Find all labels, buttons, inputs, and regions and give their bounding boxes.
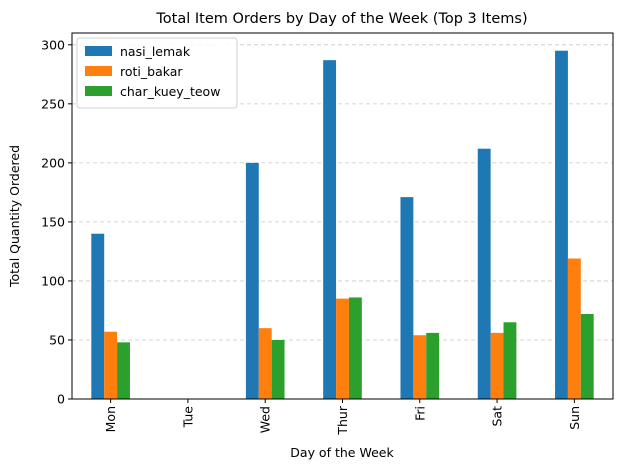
y-axis: 0 50 100 150 200 250 300 <box>41 37 72 407</box>
x-tick-label: Fri <box>412 406 427 421</box>
bar-char_kuey_teow-mon <box>117 342 130 399</box>
bar-roti_bakar-thur <box>336 298 349 399</box>
legend-swatch-nasi_lemak <box>85 46 112 56</box>
bar-roti_bakar-sun <box>567 258 581 399</box>
y-tick-label: 0 <box>57 392 65 407</box>
bar-char_kuey_teow-wed <box>271 339 285 399</box>
x-tick-label: Thur <box>335 405 350 435</box>
x-tick-label: Tue <box>180 406 195 429</box>
bar-roti_bakar-fri <box>413 335 427 399</box>
y-tick-label: 200 <box>41 155 65 170</box>
y-tick-label: 300 <box>41 37 65 52</box>
bar-nasi_lemak-thur <box>323 60 337 399</box>
legend-label: nasi_lemak <box>120 44 191 59</box>
x-tick-label: Mon <box>103 406 118 432</box>
gridlines <box>72 44 613 341</box>
legend-label: char_kuey_teow <box>120 84 220 99</box>
y-tick-label: 150 <box>41 214 65 229</box>
bar-nasi_lemak-mon <box>91 233 105 399</box>
y-axis-label: Total Quantity Ordered <box>7 145 22 288</box>
bar-char_kuey_teow-sun <box>580 313 594 399</box>
bar-nasi_lemak-fri <box>400 197 414 399</box>
bar-roti_bakar-mon <box>104 331 118 399</box>
bar-char_kuey_teow-fri <box>426 332 440 399</box>
x-axis-label: Day of the Week <box>290 445 394 460</box>
y-tick-label: 50 <box>49 332 65 347</box>
legend: nasi_lemak roti_bakar char_kuey_teow <box>76 37 238 109</box>
bar-nasi_lemak-sun <box>555 50 568 399</box>
legend-swatch-roti_bakar <box>85 66 112 76</box>
chart-title: Total Item Orders by Day of the Week (To… <box>155 11 527 27</box>
y-tick-label: 100 <box>41 273 65 288</box>
legend-swatch-char_kuey_teow <box>85 86 112 96</box>
bar-nasi_lemak-sat <box>477 148 491 399</box>
bars <box>91 50 594 399</box>
bar-char_kuey_teow-thur <box>348 297 362 399</box>
bar-roti_bakar-sat <box>490 332 504 399</box>
x-tick-label: Sat <box>490 406 505 427</box>
x-tick-label: Wed <box>258 406 273 433</box>
bar-nasi_lemak-wed <box>245 162 259 399</box>
bar-roti_bakar-wed <box>258 328 272 399</box>
y-tick-label: 250 <box>41 96 65 111</box>
x-tick-label: Sun <box>567 406 582 430</box>
legend-box <box>76 37 238 109</box>
legend-label: roti_bakar <box>120 64 183 79</box>
bar-char_kuey_teow-sat <box>503 322 517 399</box>
x-axis: Mon Tue Wed Thur Fri Sat Sun <box>103 399 582 436</box>
